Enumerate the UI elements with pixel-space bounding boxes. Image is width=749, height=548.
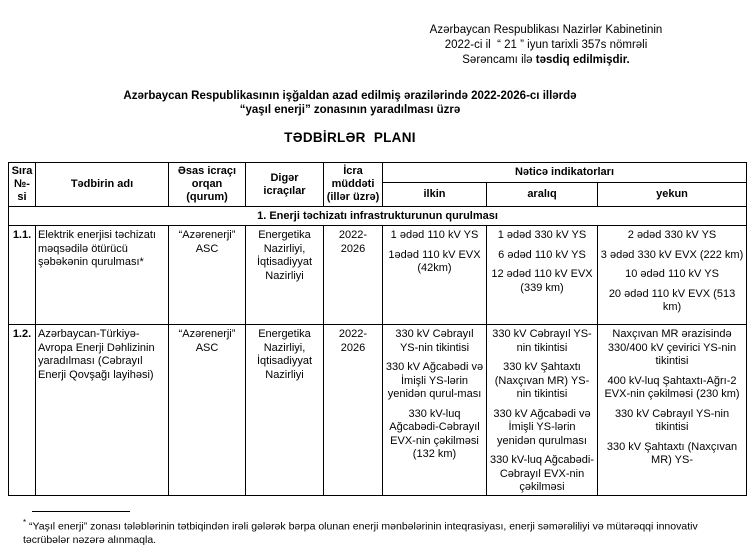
- section-title: 1. Enerji təchizatı infrastrukturunun qu…: [7, 206, 748, 226]
- header-cell-other-executors: Digər icraçılar: [245, 162, 324, 207]
- indicator-item: 6 ədəd 110 kV YS: [498, 248, 586, 261]
- footnote-text: “Yaşıl enerji” zonası tələblərinin tətbi…: [23, 520, 698, 547]
- table-row-1-1: 1.1. Elektrik enerjisi təchizatı məqsədi…: [8, 225, 748, 325]
- indicator-item: Naxçıvan MR ərazisində 330/400 kV çeviri…: [607, 328, 737, 367]
- table-row-1-2: 1.2. Azərbaycan-Türkiyə-Avropa Enerji Də…: [8, 324, 748, 496]
- header-cell-period: İcra müddəti (illər üzrə): [323, 162, 383, 207]
- indicator-item: 1 ədəd 330 kV YS: [497, 229, 587, 241]
- row-number: 1.1.: [8, 225, 36, 325]
- header-cell-result-indicators: Nəticə indikatorları: [381, 162, 748, 183]
- indicator-list: 330 kV Cəbrayıl YS-nin tikintisi 330 kV Ş…: [489, 328, 595, 493]
- header-cell-main-executor: Əsas icraçı orqan (qurum): [168, 162, 246, 207]
- indicator-item: 400 kV-luq Şahtaxtı-Ağrı-2 EVX-nin çəkil…: [604, 374, 740, 401]
- indicator-item: 1 ədəd 110 kV YS: [390, 229, 479, 241]
- header-cell-initial: ilkin: [382, 182, 487, 207]
- interim-indicators: 330 kV Cəbrayıl YS-nin tikintisi 330 kV Ş…: [486, 324, 598, 496]
- initial-indicators: 1 ədəd 110 kV YS 1ədəd 110 kV EVX (42km): [382, 225, 487, 325]
- measure-name: Elektrik enerjisi təchizatı məqsədilə öt…: [35, 225, 169, 325]
- indicator-item: 330 kV Ağcabədi və İmişli YS-lərin yenid…: [385, 361, 484, 400]
- action-plan-table: Sıra №-si Tədbirin adı Əsas icraçı orqan…: [7, 162, 748, 496]
- approval-line-3-bold: təsdiq edilmişdir.: [535, 54, 630, 66]
- approval-line-3: Sərəncamı ilə təsdiq edilmişdir.: [396, 53, 696, 68]
- header-cell-measure: Tədbirin adı: [35, 162, 169, 207]
- indicator-item: 330 kV Cəbrayıl YS-nin tikintisi: [395, 328, 474, 354]
- other-executors: Energetika Nazirliyi, İqtisadiyyat Nazir…: [245, 324, 324, 496]
- final-indicators: Naxçıvan MR ərazisində 330/400 kV çeviri…: [596, 324, 748, 496]
- execution-period: 2022- 2026: [323, 324, 383, 496]
- indicator-item: 2 ədəd 330 kV YS: [627, 229, 717, 241]
- indicator-item: 330 kV Ağcabədi və İmişli YS-lərin yenid…: [493, 407, 591, 447]
- measure-name: Azərbaycan-Türkiyə-Avropa Enerji Dəhlizi…: [35, 324, 169, 496]
- title-line-2: “yaşıl enerji” zonasının yaradılması üzr…: [239, 103, 461, 116]
- document-title-block: Azərbaycan Respublikasının işğaldan azad…: [0, 90, 700, 145]
- approval-line-3-regular: Sərəncamı ilə: [462, 54, 536, 66]
- indicator-item: 10 ədəd 110 kV YS: [625, 268, 719, 280]
- indicator-item: 3 ədəd 330 kV EVX (222 km): [600, 248, 744, 261]
- indicator-item: 330 kV-luq Ağcabədi-Cəbrayıl EVX-nin çək…: [389, 407, 480, 461]
- indicator-item: 1ədəd 110 kV EVX (42km): [388, 248, 481, 275]
- header-cell-final: yekun: [596, 182, 748, 207]
- indicator-list: 330 kV Cəbrayıl YS-nin tikintisi 330 kV A…: [385, 328, 484, 493]
- footnote-separator: [32, 511, 130, 512]
- indicator-item: 330 kV Şahtaxtı (Naxçıvan MR) YS-nin tik…: [494, 361, 590, 400]
- footnote-marker: *: [23, 518, 27, 527]
- main-executor: “Azərenerji” ASC: [168, 225, 246, 325]
- interim-indicators: 1 ədəd 330 kV YS 6 ədəd 110 kV YS 12 ədəd …: [486, 225, 598, 325]
- indicator-item: 330 kV Cəbrayıl YS-nin tikintisi: [614, 407, 730, 434]
- indicator-item: 330 kV-luq Ağcabədi-Cəbrayıl EVX-nin çək…: [490, 454, 594, 493]
- approval-line-2: 2022-ci il “ 21 ” iyun tarixli 357s nömr…: [444, 39, 648, 51]
- section-header-row: 1. Enerji təchizatı infrastrukturunun qu…: [7, 206, 748, 226]
- table-header-row: Sıra №-si Tədbirin adı Əsas icraçı orqan…: [8, 162, 748, 207]
- other-executors: Energetika Nazirliyi, İqtisadiyyat Nazir…: [245, 225, 324, 325]
- indicator-list: Naxçıvan MR ərazisində 330/400 kV çeviri…: [600, 328, 744, 493]
- header-cell-no: Sıra №-si: [8, 162, 36, 207]
- final-indicators: 2 ədəd 330 kV YS 3 ədəd 330 kV EVX (222 k…: [596, 225, 748, 325]
- indicator-item: 330 kV Şahtaxtı (Naxçıvan MR) YS-: [606, 440, 738, 467]
- approval-line-1: Azərbaycan Respublikası Nazirlər Kabinet…: [429, 24, 663, 36]
- approval-note: Azərbaycan Respublikası Nazirlər Kabinet…: [396, 23, 696, 68]
- indicator-item: 330 kV Cəbrayıl YS-nin tikintisi: [492, 328, 592, 354]
- execution-period: 2022- 2026: [323, 225, 383, 325]
- page-title: TƏDBİRLƏR PLANI: [284, 130, 416, 145]
- indicator-item: 20 ədəd 110 kV EVX (513 km): [608, 287, 736, 314]
- indicator-item: 12 ədəd 110 kV EVX (339 km): [491, 268, 593, 294]
- header-cell-interim: aralıq: [486, 182, 598, 207]
- main-executor: “Azərenerji” ASC: [168, 324, 246, 496]
- title-line-1: Azərbaycan Respublikasının işğaldan azad…: [123, 90, 577, 102]
- footnote: * “Yaşıl enerji” zonası tələblərinin tət…: [23, 516, 739, 548]
- row-number: 1.2.: [8, 324, 36, 496]
- initial-indicators: 330 kV Cəbrayıl YS-nin tikintisi 330 kV A…: [382, 324, 487, 496]
